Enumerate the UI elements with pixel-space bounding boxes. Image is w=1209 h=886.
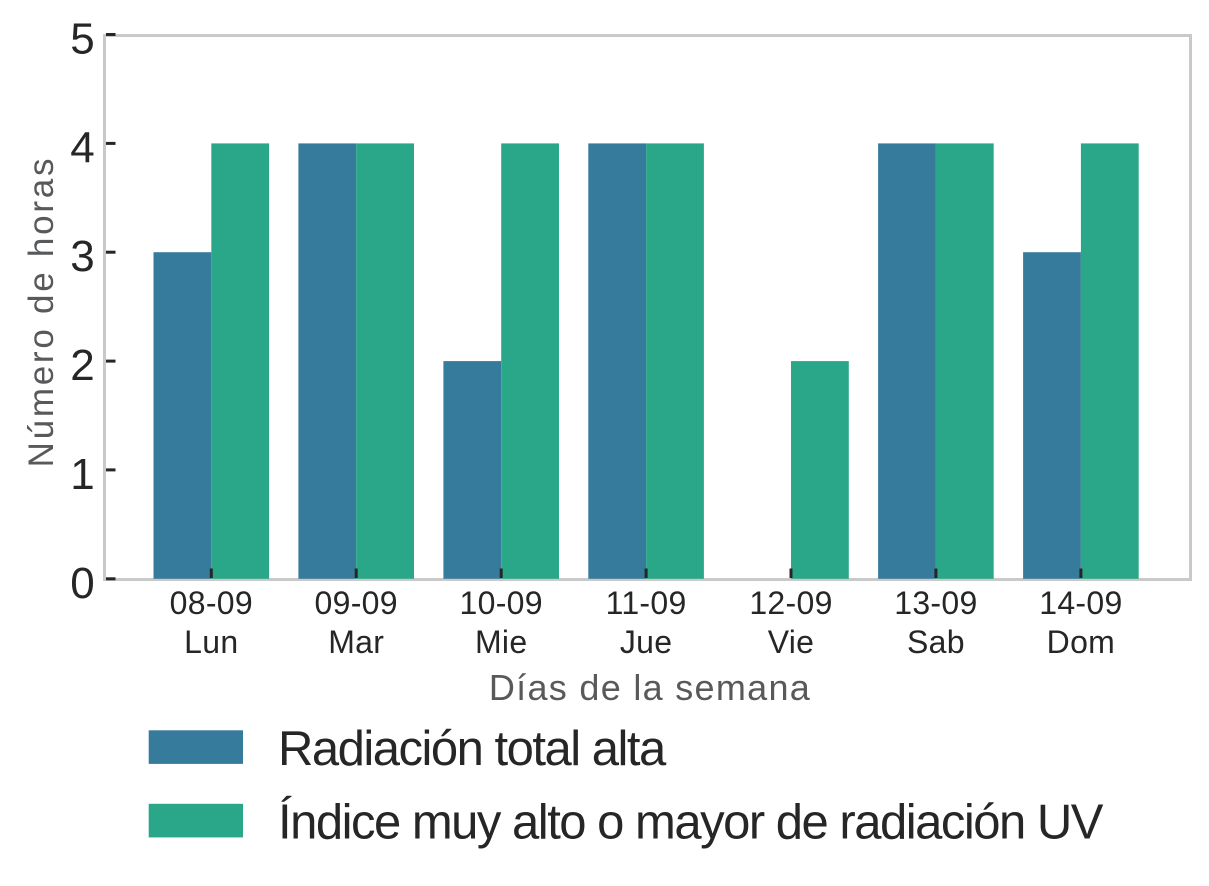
svg-text:2: 2	[70, 341, 94, 390]
svg-text:Jue: Jue	[620, 624, 673, 660]
svg-text:3: 3	[70, 232, 94, 281]
svg-text:Radiación total alta: Radiación total alta	[278, 722, 667, 776]
svg-text:Mie: Mie	[475, 624, 527, 660]
svg-text:Sab: Sab	[907, 624, 965, 660]
svg-text:Mar: Mar	[328, 624, 384, 660]
svg-text:14-09: 14-09	[1039, 585, 1122, 621]
svg-text:Días de la semana: Días de la semana	[489, 667, 811, 708]
svg-text:Número de horas: Número de horas	[22, 156, 61, 468]
svg-text:0: 0	[70, 559, 94, 608]
svg-text:13-09: 13-09	[894, 585, 977, 621]
svg-text:1: 1	[70, 450, 94, 499]
svg-text:4: 4	[70, 123, 94, 172]
svg-text:5: 5	[70, 15, 94, 64]
svg-text:12-09: 12-09	[749, 585, 832, 621]
svg-text:08-09: 08-09	[170, 585, 253, 621]
svg-text:10-09: 10-09	[460, 585, 543, 621]
svg-text:Lun: Lun	[184, 624, 238, 660]
svg-text:09-09: 09-09	[315, 585, 398, 621]
svg-text:Dom: Dom	[1047, 624, 1115, 660]
svg-text:Índice muy alto o mayor de rad: Índice muy alto o mayor de radiación UV	[278, 796, 1104, 850]
svg-text:11-09: 11-09	[606, 585, 687, 621]
svg-text:Vie: Vie	[768, 624, 815, 660]
